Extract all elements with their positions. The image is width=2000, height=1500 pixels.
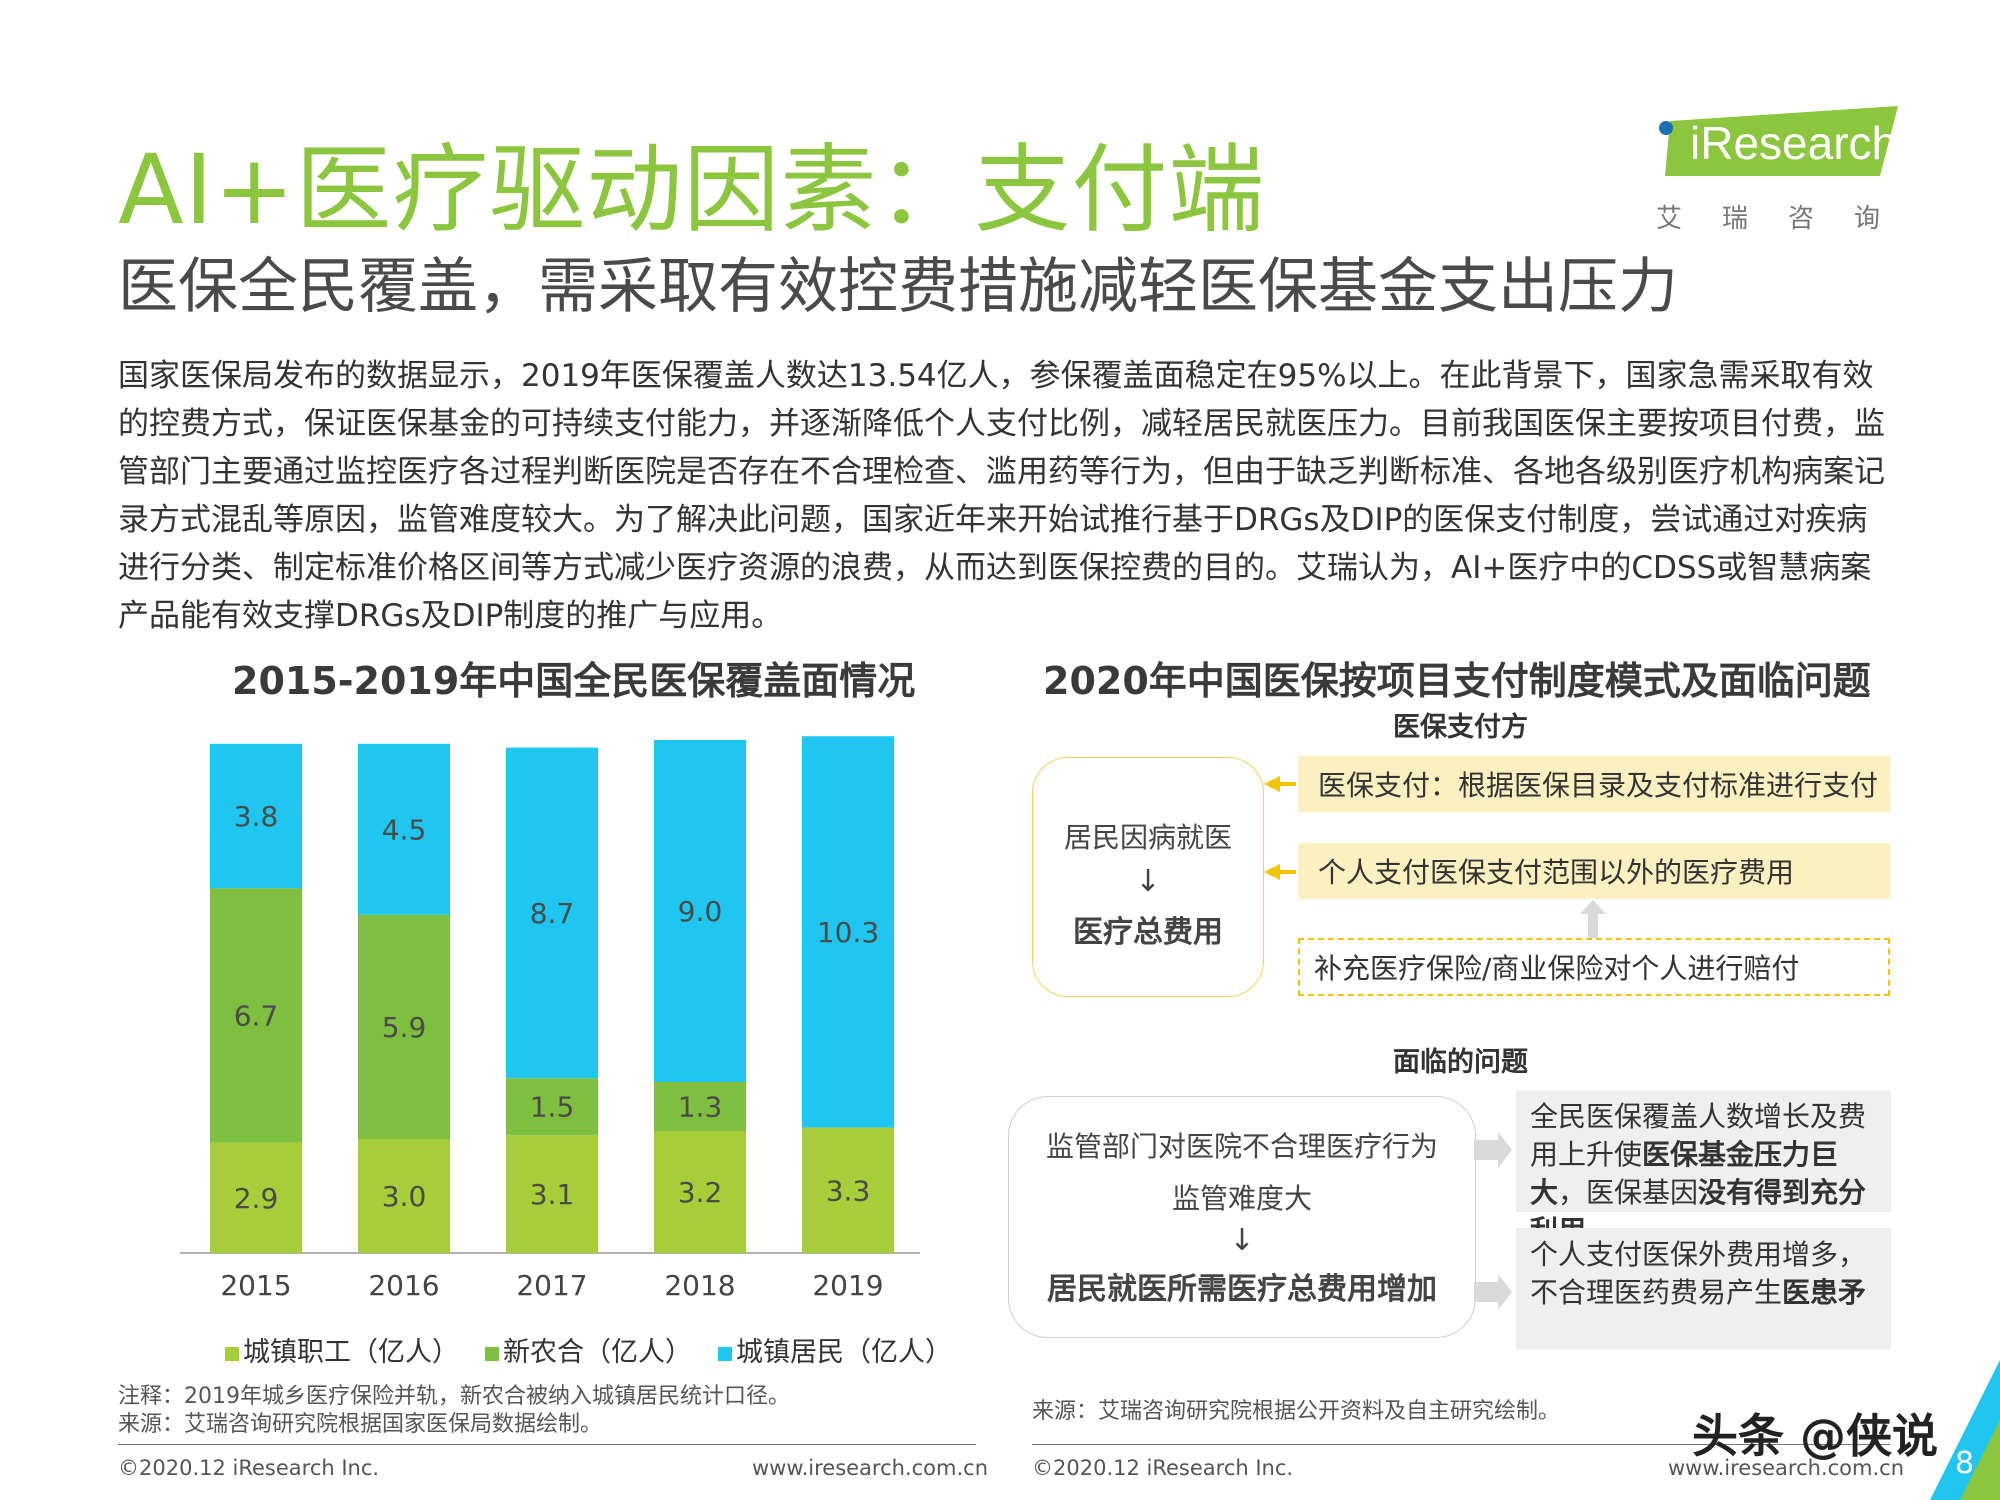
diagram-source: 来源：艾瑞咨询研究院根据公开资料及自主研究绘制。 [1032, 1399, 1561, 1424]
insurance-payment-bar: 医保支付：根据医保目录及支付标准进行支付 [1298, 756, 1890, 812]
payer-label: 医保支付方 [1393, 712, 1528, 743]
visit-text: 居民因病就医 [1063, 821, 1232, 854]
stacked-bar-chart: 2.9 6.7 3.8 2015 3.0 5.9 4.5 2016 3.1 1.5 8.7 2017 3… [180, 736, 920, 1302]
footer-url-right[interactable]: www.iresearch.com.cn [1668, 1456, 1905, 1480]
x-tick-label-2015: 2015 [220, 1269, 291, 1302]
chart-notes: 注释：2019年城乡医疗保险并轨，新农合被纳入城镇居民统计口径。 来源：艾瑞咨询… [118, 1383, 790, 1439]
bar-urban-employee-2017 [506, 1135, 598, 1253]
personal-payment-bar: 个人支付医保支付范围以外的医疗费用 [1298, 843, 1890, 899]
data-label-ncms-2015: 6.7 [234, 1000, 279, 1033]
bar-urban-employee-2018 [654, 1131, 746, 1253]
problem-line-3: 居民就医所需医疗总费用增加 [1047, 1272, 1437, 1307]
fund-text-c: ，医保基因 [1558, 1176, 1699, 1209]
footer-divider-left [118, 1444, 976, 1445]
page-title: AI+医疗驱动因素：支付端 [118, 134, 1266, 246]
data-label-urban-employee-2017: 3.1 [530, 1178, 575, 1211]
data-label-urban-resident-2016: 4.5 [382, 813, 427, 846]
logo-wordmark: iResearch [1690, 117, 1898, 169]
conflict-text-a: 个人支付医保外费用增多，不合理医药费易产生 [1530, 1238, 1867, 1309]
logo-subtitle: 艾瑞咨询 [1656, 204, 1921, 234]
page-subtitle: 医保全民覆盖，需采取有效控费措施减轻医保基金支出压力 [118, 252, 1678, 322]
data-label-urban-resident-2017: 8.7 [530, 897, 575, 930]
chart-note: 注释：2019年城乡医疗保险并轨，新农合被纳入城镇居民统计口径。 [118, 1384, 790, 1409]
intro-paragraph: 国家医保局发布的数据显示，2019年医保覆盖人数达13.54亿人，参保覆盖面稳定… [118, 358, 1885, 634]
bar-ncms-2015 [210, 888, 302, 1143]
footer-divider-right [1032, 1444, 1890, 1445]
right-arrows-icon [1474, 1132, 1512, 1310]
data-label-urban-employee-2015: 2.9 [234, 1182, 279, 1215]
medical-cost-box: 居民因病就医 ↓ 医疗总费用 [1032, 757, 1264, 997]
supplementary-insurance-bar: 补充医疗保险/商业保险对个人进行赔付 [1298, 938, 1890, 996]
data-label-ncms-2017: 1.5 [530, 1091, 575, 1124]
down-arrow-icon-2: ↓ [1229, 1223, 1255, 1258]
corner-decoration [1930, 1360, 2000, 1500]
diagram-title: 2020年中国医保按项目支付制度模式及面临问题 [1043, 659, 1871, 703]
problem-line-1: 监管部门对医院不合理医疗行为 [1045, 1130, 1438, 1163]
bar-urban-resident-2019 [802, 736, 894, 1128]
data-label-ncms-2016: 5.9 [382, 1011, 427, 1044]
data-label-urban-employee-2019: 3.3 [826, 1174, 871, 1207]
left-arrows-icon [1264, 776, 1296, 880]
bar-urban-resident-2017 [506, 747, 598, 1079]
data-label-urban-resident-2015: 3.8 [234, 800, 279, 833]
data-label-ncms-2018: 1.3 [678, 1091, 723, 1124]
bar-ncms-2017 [506, 1078, 598, 1136]
data-label-urban-resident-2018: 9.0 [678, 895, 723, 928]
doctor-patient-box: 个人支付医保外费用增多，不合理医药费易产生医患矛 [1516, 1228, 1891, 1350]
problems-label: 面临的问题 [1393, 1047, 1528, 1078]
footer-copyright-right: ©2020.12 iResearch Inc. [1032, 1456, 1294, 1480]
fund-text-a: 全民医保覆盖人数增长及费用上升使 [1530, 1100, 1867, 1171]
x-tick-label-2016: 2016 [368, 1269, 439, 1302]
x-tick-label-2018: 2018 [664, 1269, 735, 1302]
legend-item-urban-resident: 城镇居民（亿人） [718, 1330, 952, 1369]
bar-ncms-2016 [358, 914, 450, 1139]
page-number: 8 [1955, 1446, 1975, 1481]
total-cost-text: 医疗总费用 [1073, 915, 1223, 950]
bar-urban-employee-2015 [210, 1142, 302, 1253]
legend-item-ncms: 新农合（亿人） [485, 1330, 692, 1369]
up-arrow-icon [1580, 900, 1606, 938]
chart-legend: 城镇职工（亿人） 新农合（亿人） 城镇居民（亿人） [225, 1330, 952, 1369]
bar-urban-resident-2016 [358, 743, 450, 915]
chart-source: 来源：艾瑞咨询研究院根据国家医保局数据绘制。 [118, 1412, 603, 1437]
bar-urban-employee-2019 [802, 1127, 894, 1253]
down-arrow-icon: ↓ [1135, 864, 1161, 899]
bar-urban-resident-2018 [654, 740, 746, 1082]
bar-ncms-2018 [654, 1082, 746, 1132]
regulation-problem-box: 监管部门对医院不合理医疗行为 监管难度大 ↓ 居民就医所需医疗总费用增加 [1008, 1096, 1476, 1338]
footer-url-left[interactable]: www.iresearch.com.cn [752, 1456, 989, 1480]
fund-text-b: 医保基金压力巨大 [1530, 1138, 1839, 1209]
conflict-text-b: 医患矛 [1782, 1276, 1867, 1309]
watermark: 头条 @侠说 [1692, 1409, 1939, 1463]
problem-line-2: 监管难度大 [1171, 1182, 1312, 1215]
x-tick-label-2017: 2017 [516, 1269, 587, 1302]
chart-title: 2015-2019年中国全民医保覆盖面情况 [232, 659, 916, 703]
data-label-urban-employee-2016: 3.0 [382, 1180, 427, 1213]
bar-urban-resident-2015 [210, 743, 302, 889]
footer-copyright-left: ©2020.12 iResearch Inc. [118, 1456, 380, 1480]
legend-item-urban-employee: 城镇职工（亿人） [225, 1330, 459, 1369]
fund-pressure-box: 全民医保覆盖人数增长及费用上升使医保基金压力巨大，医保基因没有得到充分利用 [1516, 1090, 1891, 1247]
x-tick-label-2019: 2019 [812, 1269, 883, 1302]
iresearch-logo [1659, 106, 1898, 176]
data-label-urban-resident-2019: 10.3 [817, 916, 879, 949]
data-label-urban-employee-2018: 3.2 [678, 1176, 723, 1209]
bar-urban-employee-2016 [358, 1139, 450, 1253]
